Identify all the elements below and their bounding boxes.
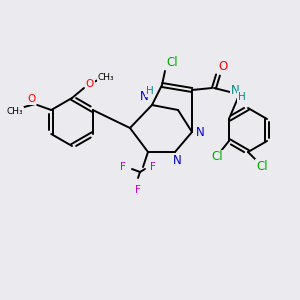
Text: N: N — [196, 125, 204, 139]
Text: N: N — [231, 83, 239, 97]
Text: Cl: Cl — [256, 160, 268, 172]
Text: N: N — [140, 91, 148, 103]
Text: O: O — [86, 79, 94, 89]
Text: Cl: Cl — [211, 151, 223, 164]
Text: F: F — [120, 162, 126, 172]
Text: O: O — [218, 61, 228, 74]
Text: CH₃: CH₃ — [98, 74, 114, 82]
Text: F: F — [135, 185, 141, 195]
Text: H: H — [238, 92, 246, 102]
Text: CH₃: CH₃ — [7, 107, 23, 116]
Text: N: N — [172, 154, 182, 166]
Text: H: H — [146, 86, 154, 96]
Text: Cl: Cl — [166, 56, 178, 70]
Text: F: F — [150, 162, 156, 172]
Text: O: O — [27, 94, 35, 104]
